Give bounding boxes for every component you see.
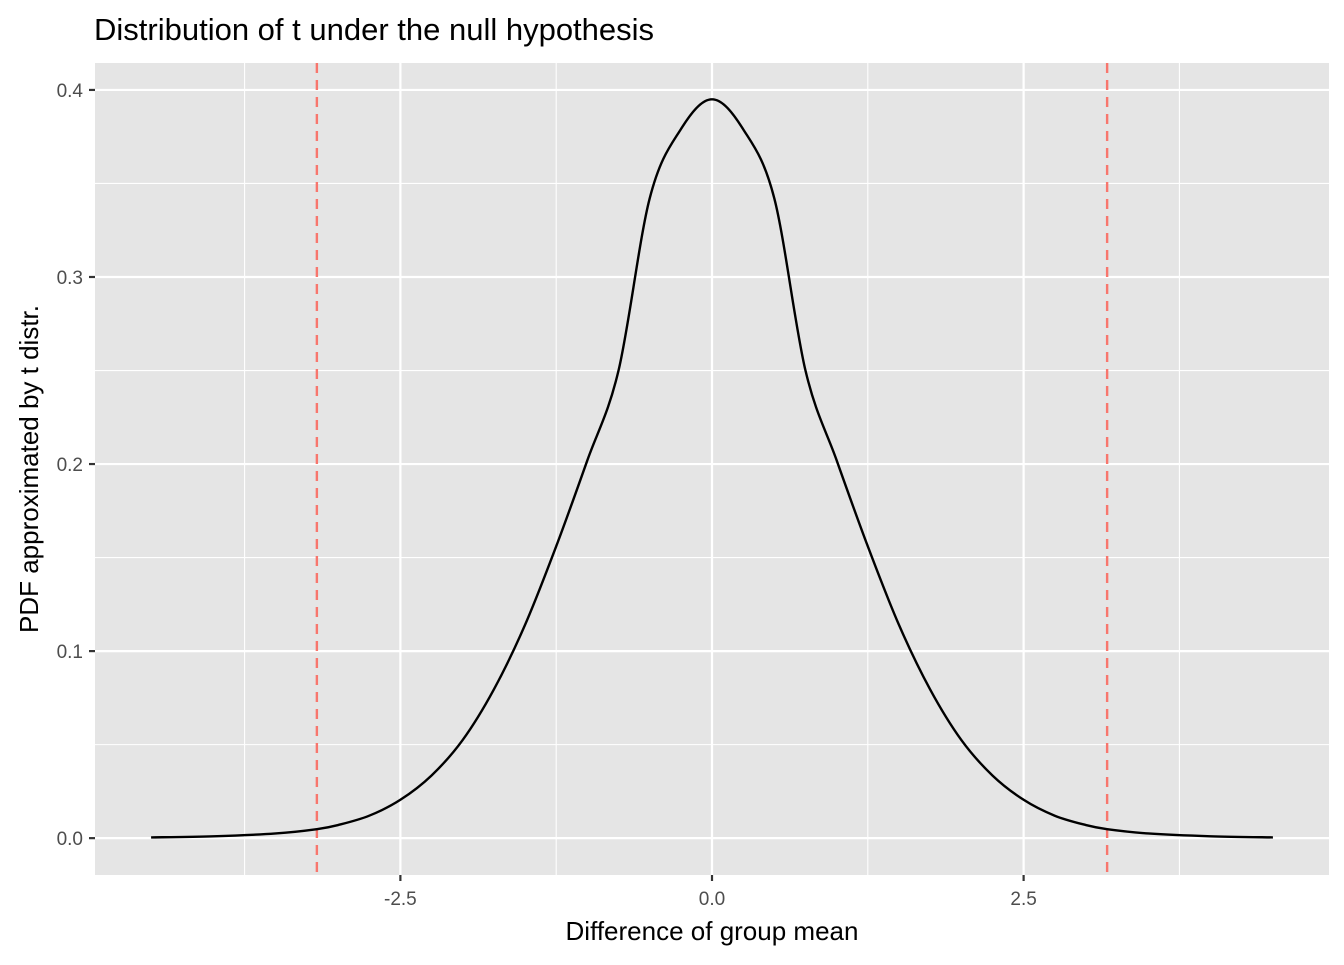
y-axis-ticks: 0.0 0.1 0.2 0.3 0.4 <box>57 81 95 850</box>
plot-title: Distribution of t under the null hypothe… <box>94 12 654 47</box>
y-tick-label: 0.1 <box>57 642 83 663</box>
x-tick-label: -2.5 <box>384 889 417 910</box>
y-tick-label: 0.3 <box>57 268 83 289</box>
x-tick-label: 2.5 <box>1010 889 1036 910</box>
y-axis-title: PDF approximated by t distr. <box>14 305 44 633</box>
x-axis-ticks: -2.5 0.0 2.5 <box>384 875 1037 910</box>
y-tick-label: 0.0 <box>57 829 83 850</box>
major-gridlines <box>95 63 1329 875</box>
y-tick-label: 0.4 <box>57 81 84 102</box>
x-axis-title: Difference of group mean <box>566 916 859 946</box>
density-curve <box>151 98 1273 839</box>
y-tick-label: 0.2 <box>57 455 83 476</box>
x-tick-label: 0.0 <box>699 889 725 910</box>
